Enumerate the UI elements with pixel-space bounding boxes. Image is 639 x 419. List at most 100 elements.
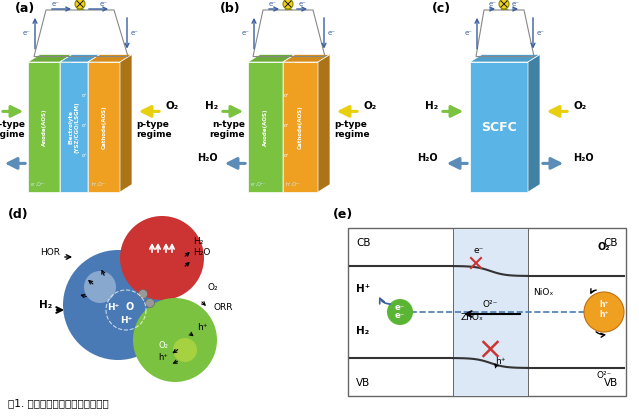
Text: e⁻: e⁻	[100, 1, 108, 7]
Polygon shape	[120, 54, 132, 192]
Text: 图1. 不同种类的燃料电池示意图。: 图1. 不同种类的燃料电池示意图。	[8, 398, 109, 408]
Polygon shape	[28, 62, 60, 192]
Circle shape	[146, 298, 155, 308]
Text: n-type
regime: n-type regime	[210, 120, 245, 139]
Circle shape	[499, 0, 509, 9]
Text: CB: CB	[356, 238, 371, 248]
Text: SCFC: SCFC	[481, 121, 517, 134]
Polygon shape	[60, 54, 100, 62]
Circle shape	[63, 250, 173, 360]
Text: O₂: O₂	[165, 101, 178, 111]
Text: H₂O: H₂O	[197, 153, 218, 163]
Polygon shape	[283, 62, 318, 192]
Text: (d): (d)	[8, 208, 29, 221]
Text: p-type
regime: p-type regime	[136, 120, 172, 139]
Text: h⁺: h⁺	[158, 353, 168, 362]
Text: ZnOₓ: ZnOₓ	[461, 313, 484, 322]
Circle shape	[387, 299, 413, 325]
Text: ORR: ORR	[213, 303, 233, 312]
Text: e⁻: e⁻	[465, 30, 473, 36]
Text: e⁻: e⁻	[52, 1, 60, 7]
Text: O²⁻: O²⁻	[483, 300, 498, 309]
Text: h⁺: h⁺	[197, 323, 208, 332]
Circle shape	[584, 292, 624, 332]
Text: e⁻: e⁻	[23, 30, 31, 36]
FancyBboxPatch shape	[348, 228, 626, 396]
Text: e⁻: e⁻	[131, 30, 139, 36]
Circle shape	[120, 216, 204, 300]
Text: H⁺: H⁺	[356, 284, 370, 294]
Polygon shape	[248, 54, 295, 62]
Text: e⁻,O²⁻: e⁻,O²⁻	[251, 182, 266, 187]
Text: O₂: O₂	[597, 242, 610, 252]
Text: o⁺: o⁺	[81, 153, 87, 158]
Text: e⁻: e⁻	[299, 1, 307, 7]
Circle shape	[75, 0, 85, 9]
Text: H₂O: H₂O	[573, 153, 594, 163]
Text: o⁺: o⁺	[284, 123, 289, 128]
Text: e⁻: e⁻	[537, 30, 545, 36]
Text: H₂: H₂	[39, 300, 52, 310]
Text: HOR: HOR	[40, 248, 60, 257]
Text: VB: VB	[604, 378, 618, 388]
Text: n-type
regime: n-type regime	[0, 120, 25, 139]
Text: h⁺,O²⁻: h⁺,O²⁻	[91, 182, 107, 187]
Text: H⁺: H⁺	[120, 316, 132, 325]
Text: (e): (e)	[333, 208, 353, 221]
Text: (a): (a)	[15, 2, 35, 15]
Text: Cathode(AOS): Cathode(AOS)	[298, 105, 303, 149]
Text: h⁺: h⁺	[495, 357, 506, 366]
Polygon shape	[283, 54, 330, 62]
Text: VB: VB	[356, 378, 370, 388]
Polygon shape	[88, 54, 100, 192]
Text: O²⁻: O²⁻	[596, 371, 612, 380]
Text: Anode(AOS): Anode(AOS)	[42, 108, 47, 146]
Text: e⁻: e⁻	[395, 310, 405, 320]
Polygon shape	[318, 54, 330, 192]
Text: h⁺: h⁺	[599, 310, 609, 319]
Text: H₂: H₂	[425, 101, 438, 111]
Circle shape	[133, 298, 217, 382]
Text: o⁺: o⁺	[284, 93, 289, 98]
Text: H₂: H₂	[356, 326, 369, 336]
Polygon shape	[283, 54, 295, 192]
Text: (b): (b)	[220, 2, 241, 15]
Text: (c): (c)	[432, 2, 451, 15]
Text: O₂: O₂	[573, 101, 586, 111]
Circle shape	[84, 271, 116, 303]
Text: H₂O: H₂O	[417, 153, 438, 163]
Text: Cathode(AOS): Cathode(AOS)	[102, 105, 107, 149]
Text: H₂: H₂	[204, 101, 218, 111]
Text: e⁻: e⁻	[328, 30, 336, 36]
Text: e⁻,O²⁻: e⁻,O²⁻	[31, 182, 47, 187]
Text: Anode(AOS): Anode(AOS)	[263, 108, 268, 146]
Text: NiOₓ: NiOₓ	[533, 288, 553, 297]
Text: O₂: O₂	[208, 283, 219, 292]
Circle shape	[139, 290, 148, 298]
Text: O₂: O₂	[363, 101, 376, 111]
Text: e⁻: e⁻	[242, 30, 250, 36]
Text: e⁻: e⁻	[473, 246, 483, 255]
Text: h⁺: h⁺	[599, 300, 609, 309]
Text: O: O	[126, 302, 134, 312]
Text: h⁺,O²⁻: h⁺,O²⁻	[286, 182, 302, 187]
FancyBboxPatch shape	[453, 228, 528, 396]
Text: e⁻: e⁻	[395, 303, 405, 311]
Polygon shape	[528, 54, 540, 192]
Polygon shape	[470, 62, 528, 192]
Text: e⁻: e⁻	[512, 1, 520, 7]
Text: H₂: H₂	[193, 237, 203, 246]
Text: H⁺: H⁺	[107, 303, 119, 312]
Polygon shape	[28, 54, 72, 62]
Text: O₂: O₂	[158, 341, 168, 350]
Polygon shape	[88, 62, 120, 192]
Circle shape	[283, 0, 293, 9]
Polygon shape	[88, 54, 132, 62]
Text: e⁻: e⁻	[489, 1, 497, 7]
Text: o⁺: o⁺	[284, 153, 289, 158]
Text: p-type
regime: p-type regime	[334, 120, 369, 139]
Polygon shape	[60, 54, 72, 192]
Text: Electrolyte
(YSZ/CGO/LSGM): Electrolyte (YSZ/CGO/LSGM)	[68, 101, 79, 153]
Text: H₂O: H₂O	[193, 248, 210, 257]
Text: e⁻: e⁻	[269, 1, 277, 7]
